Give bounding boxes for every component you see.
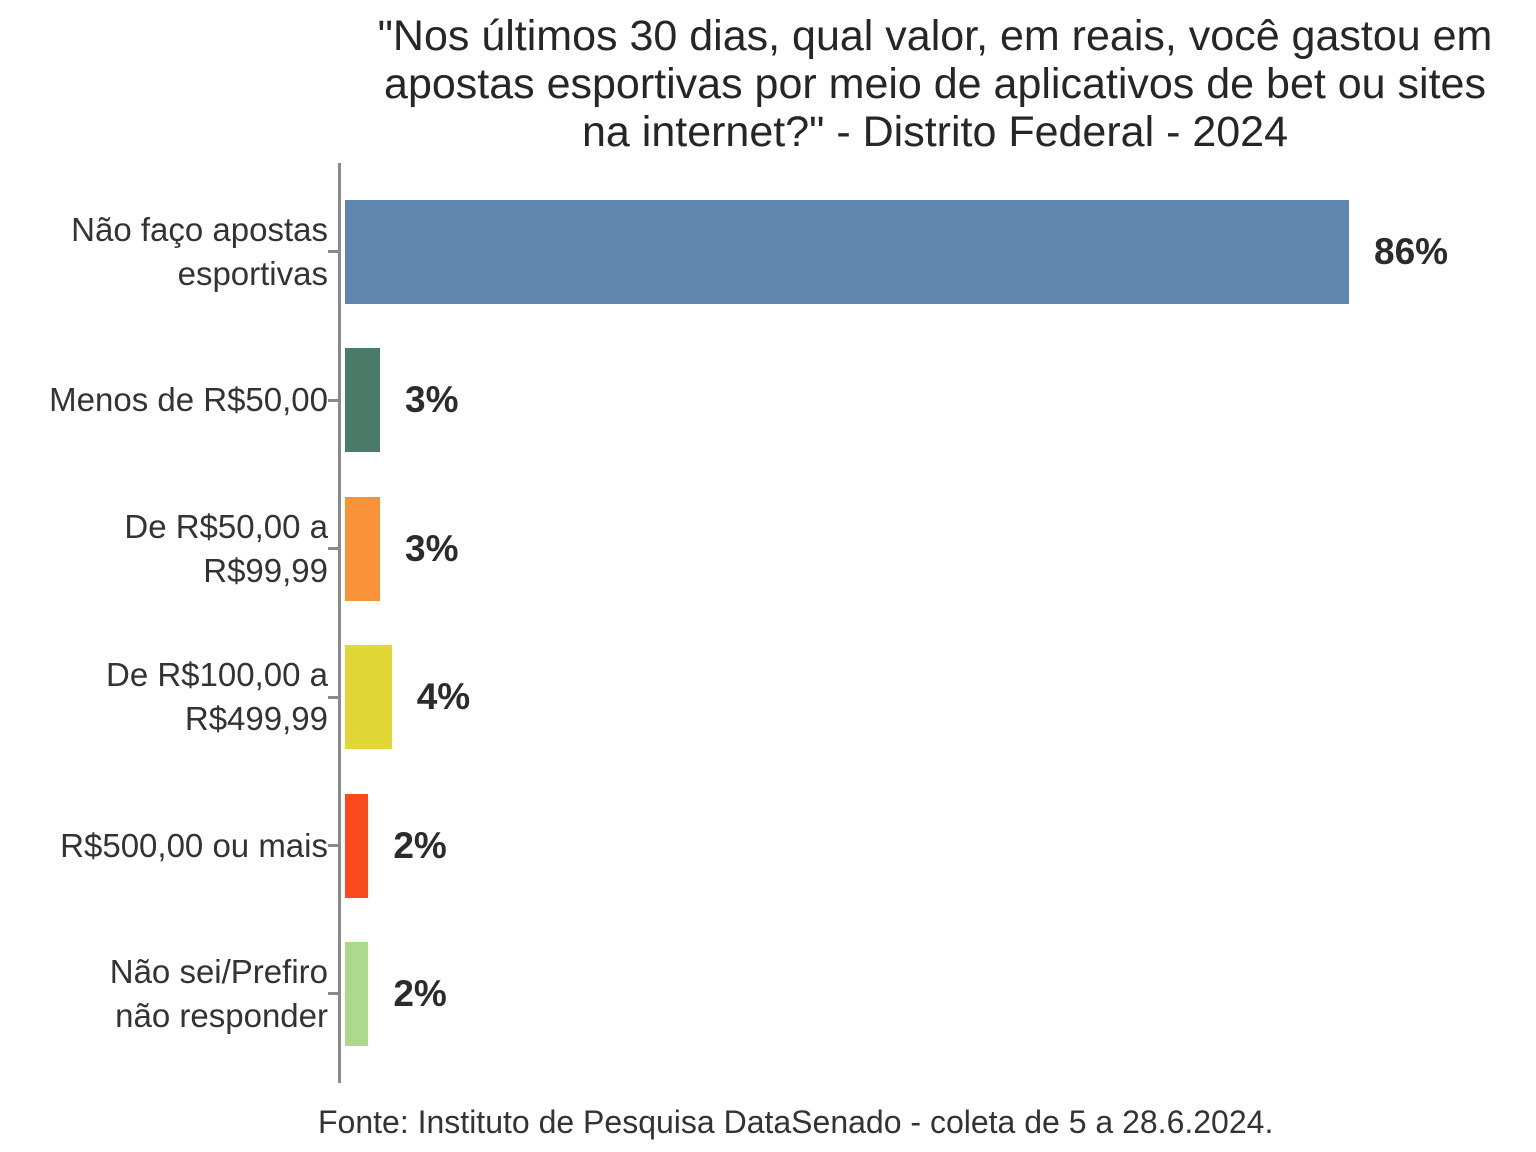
category-label: Não faço apostas esportivas (71, 210, 328, 292)
category-label: De R$100,00 a R$499,99 (106, 656, 328, 738)
axis-tick (328, 250, 338, 254)
bar-row: Não faço apostas esportivas 86% (0, 178, 1536, 326)
bar-row: Não sei/Prefiro não responder 2% (0, 920, 1536, 1068)
value-label: 3% (405, 379, 459, 421)
chart-title: "Nos últimos 30 dias, qual valor, em rea… (340, 12, 1530, 156)
bar (345, 348, 381, 453)
category-label: Não sei/Prefiro não responder (109, 952, 328, 1034)
source-caption: Fonte: Instituto de Pesquisa DataSenado … (318, 1104, 1274, 1140)
bar (345, 496, 381, 601)
bar (345, 941, 369, 1046)
bar-zone: 86% (345, 199, 1449, 304)
bar-zone: 3% (345, 348, 459, 453)
value-label: 3% (405, 527, 459, 569)
bar-zone: 4% (345, 645, 471, 750)
bar (345, 199, 1349, 304)
bar-zone: 3% (345, 496, 459, 601)
bar-row: De R$100,00 a R$499,99 4% (0, 623, 1536, 771)
axis-tick (328, 992, 338, 996)
bar (345, 645, 392, 750)
category-label: De R$50,00 a R$99,99 (124, 507, 328, 589)
axis-tick (328, 695, 338, 699)
bar (345, 793, 369, 898)
chart-title-line-3: na internet?" - Distrito Federal - 2024 (582, 108, 1288, 156)
bar-zone: 2% (345, 941, 447, 1046)
chart-title-line-2: apostas esportivas por meio de aplicativ… (384, 60, 1486, 108)
axis-tick (328, 547, 338, 551)
value-label: 4% (416, 676, 471, 718)
axis-tick (328, 398, 338, 402)
bar-zone: 2% (345, 793, 447, 898)
bar-row: Menos de R$50,00 3% (0, 326, 1536, 474)
category-label: Menos de R$50,00 (49, 381, 328, 419)
value-label: 86% (1374, 230, 1449, 272)
y-axis-line (338, 163, 341, 1083)
chart-title-line-1: "Nos últimos 30 dias, qual valor, em rea… (377, 12, 1493, 60)
axis-tick (328, 844, 338, 848)
value-label: 2% (393, 972, 447, 1014)
bar-row: De R$50,00 a R$99,99 3% (0, 475, 1536, 623)
category-label: R$500,00 ou mais (60, 826, 328, 864)
bar-row: R$500,00 ou mais 2% (0, 771, 1536, 919)
bars-area: Não faço apostas esportivas 86% Menos de R$… (0, 163, 1536, 1083)
value-label: 2% (393, 824, 447, 866)
